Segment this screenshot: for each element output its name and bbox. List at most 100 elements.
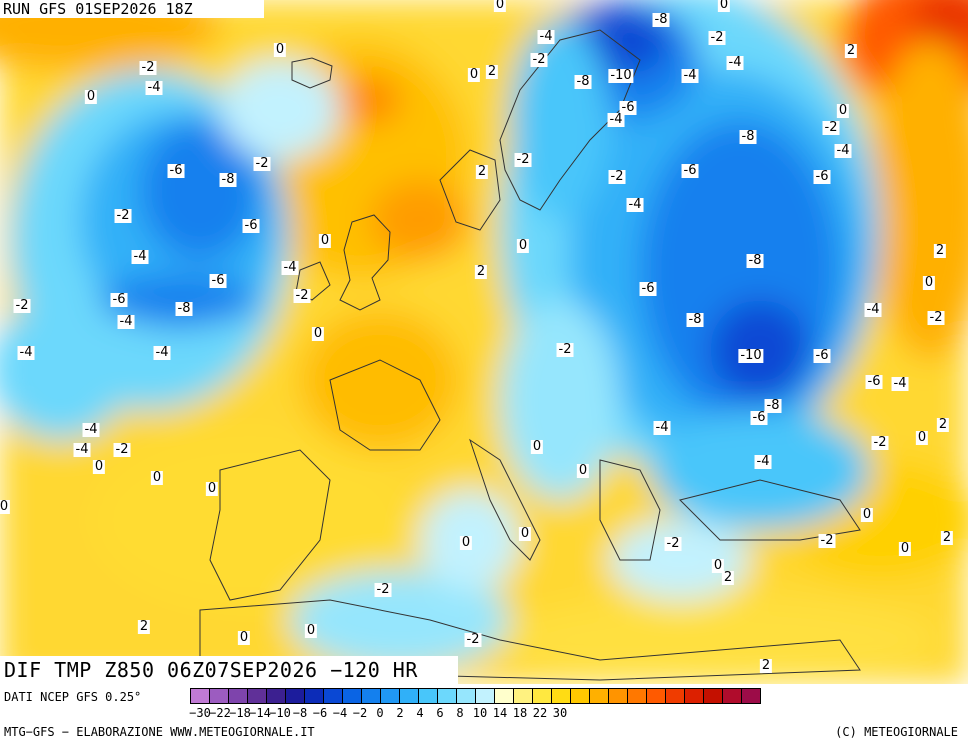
contour-label: -4 bbox=[864, 302, 882, 317]
contour-label: -10 bbox=[608, 68, 634, 83]
contour-label: 0 bbox=[467, 67, 481, 82]
contour-label: 2 bbox=[137, 619, 151, 634]
color-bar-tick: −30 bbox=[189, 706, 211, 720]
contour-label: -8 bbox=[746, 253, 764, 268]
contour-label: 0 bbox=[237, 630, 251, 645]
contour-label: -2 bbox=[822, 120, 840, 135]
contour-label: 2 bbox=[936, 417, 950, 432]
color-bar-tick: 30 bbox=[552, 706, 568, 720]
contour-label: -8 bbox=[739, 129, 757, 144]
color-bar-tick: 8 bbox=[456, 706, 464, 720]
color-bar-tick: 10 bbox=[472, 706, 488, 720]
contour-label: -4 bbox=[17, 345, 35, 360]
contour-label: -8 bbox=[652, 12, 670, 27]
contour-label: -2 bbox=[556, 342, 574, 357]
color-bar-cell bbox=[684, 688, 704, 704]
contour-label: -6 bbox=[865, 374, 883, 389]
contour-label: -2 bbox=[530, 52, 548, 67]
color-bar-tick: −22 bbox=[209, 706, 231, 720]
contour-label: -6 bbox=[813, 348, 831, 363]
color-bar-tick: −4 bbox=[332, 706, 348, 720]
color-bar-cell bbox=[399, 688, 419, 704]
contour-label: -2 bbox=[608, 169, 626, 184]
contour-label: -4 bbox=[626, 197, 644, 212]
contour-label: -4 bbox=[82, 422, 100, 437]
color-bar-cell bbox=[646, 688, 666, 704]
contour-label: -8 bbox=[219, 172, 237, 187]
contour-label: -6 bbox=[813, 169, 831, 184]
contour-label: -4 bbox=[891, 376, 909, 391]
contour-label: -8 bbox=[574, 74, 592, 89]
contour-label: -4 bbox=[145, 80, 163, 95]
contour-label: -2 bbox=[114, 208, 132, 223]
color-bar-cell bbox=[228, 688, 248, 704]
contour-label: -10 bbox=[738, 348, 764, 363]
contour-label: 0 bbox=[898, 541, 912, 556]
legend-footer: DATI NCEP GFS 0.25° −30 −22 −18 −14 −10 −8 −6−… bbox=[0, 684, 968, 745]
color-bar-cell bbox=[285, 688, 305, 704]
color-bar-tick: 22 bbox=[532, 706, 548, 720]
contour-label: -2 bbox=[253, 156, 271, 171]
color-bar-cell bbox=[570, 688, 590, 704]
color-bar-tick: −8 bbox=[292, 706, 308, 720]
contour-label: -4 bbox=[607, 112, 625, 127]
contour-label: 0 bbox=[150, 470, 164, 485]
contour-label: -4 bbox=[834, 143, 852, 158]
data-source: DATI NCEP GFS 0.25° bbox=[4, 690, 142, 704]
contour-label: -2 bbox=[871, 435, 889, 450]
contour-label: 2 bbox=[475, 164, 489, 179]
color-bar-cell bbox=[532, 688, 552, 704]
credit-right: (C) METEOGIORNALE bbox=[835, 725, 958, 739]
color-bar-tick: 18 bbox=[512, 706, 528, 720]
color-bar-cell bbox=[418, 688, 438, 704]
color-bar-cell bbox=[209, 688, 229, 704]
contour-label: -4 bbox=[117, 314, 135, 329]
contour-label: -2 bbox=[464, 632, 482, 647]
contour-label: -8 bbox=[686, 312, 704, 327]
contour-label: 0 bbox=[915, 430, 929, 445]
contour-label: -2 bbox=[139, 60, 157, 75]
anomaly-fields bbox=[0, 0, 968, 684]
color-bar-tick: −18 bbox=[229, 706, 251, 720]
contour-label: 2 bbox=[844, 43, 858, 58]
contour-label: 2 bbox=[759, 658, 773, 673]
contour-label: 0 bbox=[311, 326, 325, 341]
contour-label: -4 bbox=[537, 29, 555, 44]
contour-label: -2 bbox=[664, 536, 682, 551]
color-bar-cell bbox=[437, 688, 457, 704]
color-bar-cell bbox=[190, 688, 210, 704]
contour-label: -6 bbox=[110, 292, 128, 307]
contour-label: -2 bbox=[113, 442, 131, 457]
contour-label: -4 bbox=[726, 55, 744, 70]
contour-label: 2 bbox=[721, 570, 735, 585]
color-bar-cell bbox=[247, 688, 267, 704]
color-bar-cell bbox=[608, 688, 628, 704]
contour-label: -6 bbox=[619, 100, 637, 115]
color-bar-cell bbox=[361, 688, 381, 704]
contour-label: -2 bbox=[374, 582, 392, 597]
contour-label: 0 bbox=[92, 459, 106, 474]
contour-label: 2 bbox=[940, 530, 954, 545]
color-bar-tick: 4 bbox=[416, 706, 424, 720]
color-bar-cell bbox=[380, 688, 400, 704]
color-bar-cell bbox=[513, 688, 533, 704]
color-bar-tick: −14 bbox=[249, 706, 271, 720]
color-bar-ticks: −30 −22 −18 −14 −10 −8 −6 −4 −2 0 2 4 6 8 10 14 18 22 30 bbox=[0, 706, 968, 720]
contour-label: 2 bbox=[485, 64, 499, 79]
color-bar-cell bbox=[266, 688, 286, 704]
contour-label: -4 bbox=[681, 68, 699, 83]
color-bar-tick: −2 bbox=[352, 706, 368, 720]
contour-label: 0 bbox=[717, 0, 731, 12]
contour-label: -4 bbox=[754, 454, 772, 469]
color-bar-cell bbox=[304, 688, 324, 704]
color-bar-cell bbox=[494, 688, 514, 704]
contour-label: 0 bbox=[518, 526, 532, 541]
color-bar-cell bbox=[323, 688, 343, 704]
contour-label: -4 bbox=[281, 260, 299, 275]
color-bar bbox=[190, 688, 761, 704]
contour-label: -2 bbox=[708, 30, 726, 45]
contour-label: 2 bbox=[933, 243, 947, 258]
contour-label: 0 bbox=[84, 89, 98, 104]
contour-label: 0 bbox=[836, 103, 850, 118]
contour-label: 0 bbox=[530, 439, 544, 454]
